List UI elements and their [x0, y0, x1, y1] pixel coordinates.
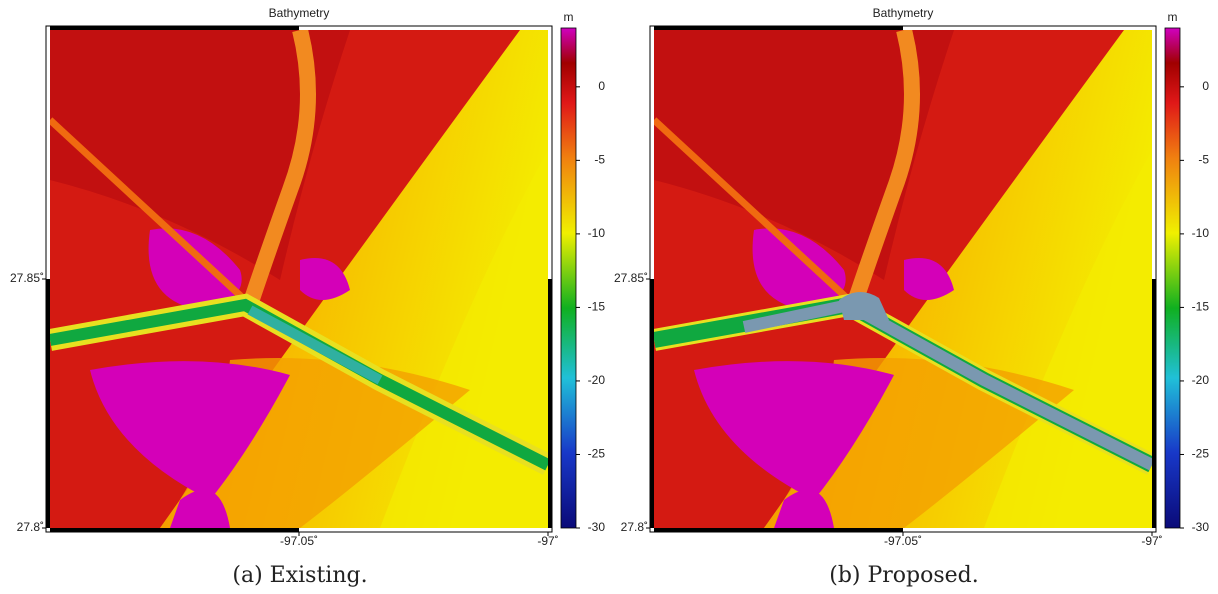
colorbar-unit: m: [1168, 10, 1178, 24]
colorbar-tick-label: 0: [598, 79, 605, 93]
map-title: Bathymetry: [873, 6, 934, 20]
colorbar-tick-label: -15: [1192, 300, 1210, 314]
x-tick-label: -97.05˚: [280, 534, 318, 548]
frame-bar: [548, 279, 552, 528]
x-tick-label: -97˚: [537, 534, 558, 548]
colorbar-unit: m: [564, 10, 574, 24]
river: [846, 30, 920, 308]
map-panel: Bathymetry -97.05˚ -97˚ 27.8˚ 27.85˚ m -30 -25 -…: [614, 6, 1209, 588]
frame-bar: [50, 26, 299, 30]
caption: (a) Existing.: [232, 563, 367, 588]
colorbar-tick-label: -25: [588, 447, 606, 461]
map-title: Bathymetry: [269, 6, 330, 20]
frame-bar: [654, 528, 903, 532]
shallow-flat: [170, 489, 230, 528]
colorbar: [560, 27, 577, 529]
shallow-flat: [752, 228, 846, 310]
colorbar: [1164, 27, 1181, 529]
colorbar-tick-label: -10: [1192, 226, 1210, 240]
frame-bar: [1152, 279, 1156, 528]
channel-deep: [247, 305, 383, 385]
map-panel: Bathymetry -97.05˚ -97˚ 27.8˚ 27.85˚ m -30 -25 -…: [10, 6, 605, 588]
colorbar-tick-label: -5: [594, 153, 605, 167]
channel-dredged: [742, 298, 1152, 471]
colorbar-tick-label: -25: [1192, 447, 1210, 461]
shallow-flat: [694, 361, 894, 500]
map-area: [50, 30, 548, 528]
shallow-flat: [148, 228, 242, 310]
river: [242, 30, 316, 308]
colorbar-tick-label: -5: [1198, 153, 1209, 167]
shallow-flat: [300, 258, 350, 300]
side-channel: [654, 117, 852, 303]
side-channel: [50, 117, 248, 303]
shallow-flat: [774, 489, 834, 528]
turning-basin: [839, 291, 889, 320]
caption: (b) Proposed.: [829, 563, 979, 588]
colorbar-tick-label: -20: [588, 373, 606, 387]
bathymetry-raster: [50, 30, 548, 528]
frame-bar: [654, 26, 903, 30]
colorbar-tick-label: -10: [588, 226, 606, 240]
frame-bar: [46, 279, 50, 528]
bathymetry-raster: [654, 30, 1152, 528]
y-tick-label: 27.85˚: [10, 271, 44, 285]
y-tick-label: 27.85˚: [614, 271, 648, 285]
y-tick-label: 27.8˚: [621, 520, 648, 534]
colorbar-tick-label: -15: [588, 300, 606, 314]
colorbar-tick-label: -30: [588, 520, 606, 534]
shallow-flat: [90, 361, 290, 500]
shallow-flat: [904, 258, 954, 300]
colorbar-tick-label: -30: [1192, 520, 1210, 534]
y-tick-label: 27.8˚: [17, 520, 44, 534]
frame-bar: [650, 279, 654, 528]
x-tick-label: -97.05˚: [884, 534, 922, 548]
colorbar-tick-label: 0: [1202, 79, 1209, 93]
map-area: [654, 30, 1152, 528]
colorbar-tick-label: -20: [1192, 373, 1210, 387]
x-tick-label: -97˚: [1141, 534, 1162, 548]
frame-bar: [50, 528, 299, 532]
